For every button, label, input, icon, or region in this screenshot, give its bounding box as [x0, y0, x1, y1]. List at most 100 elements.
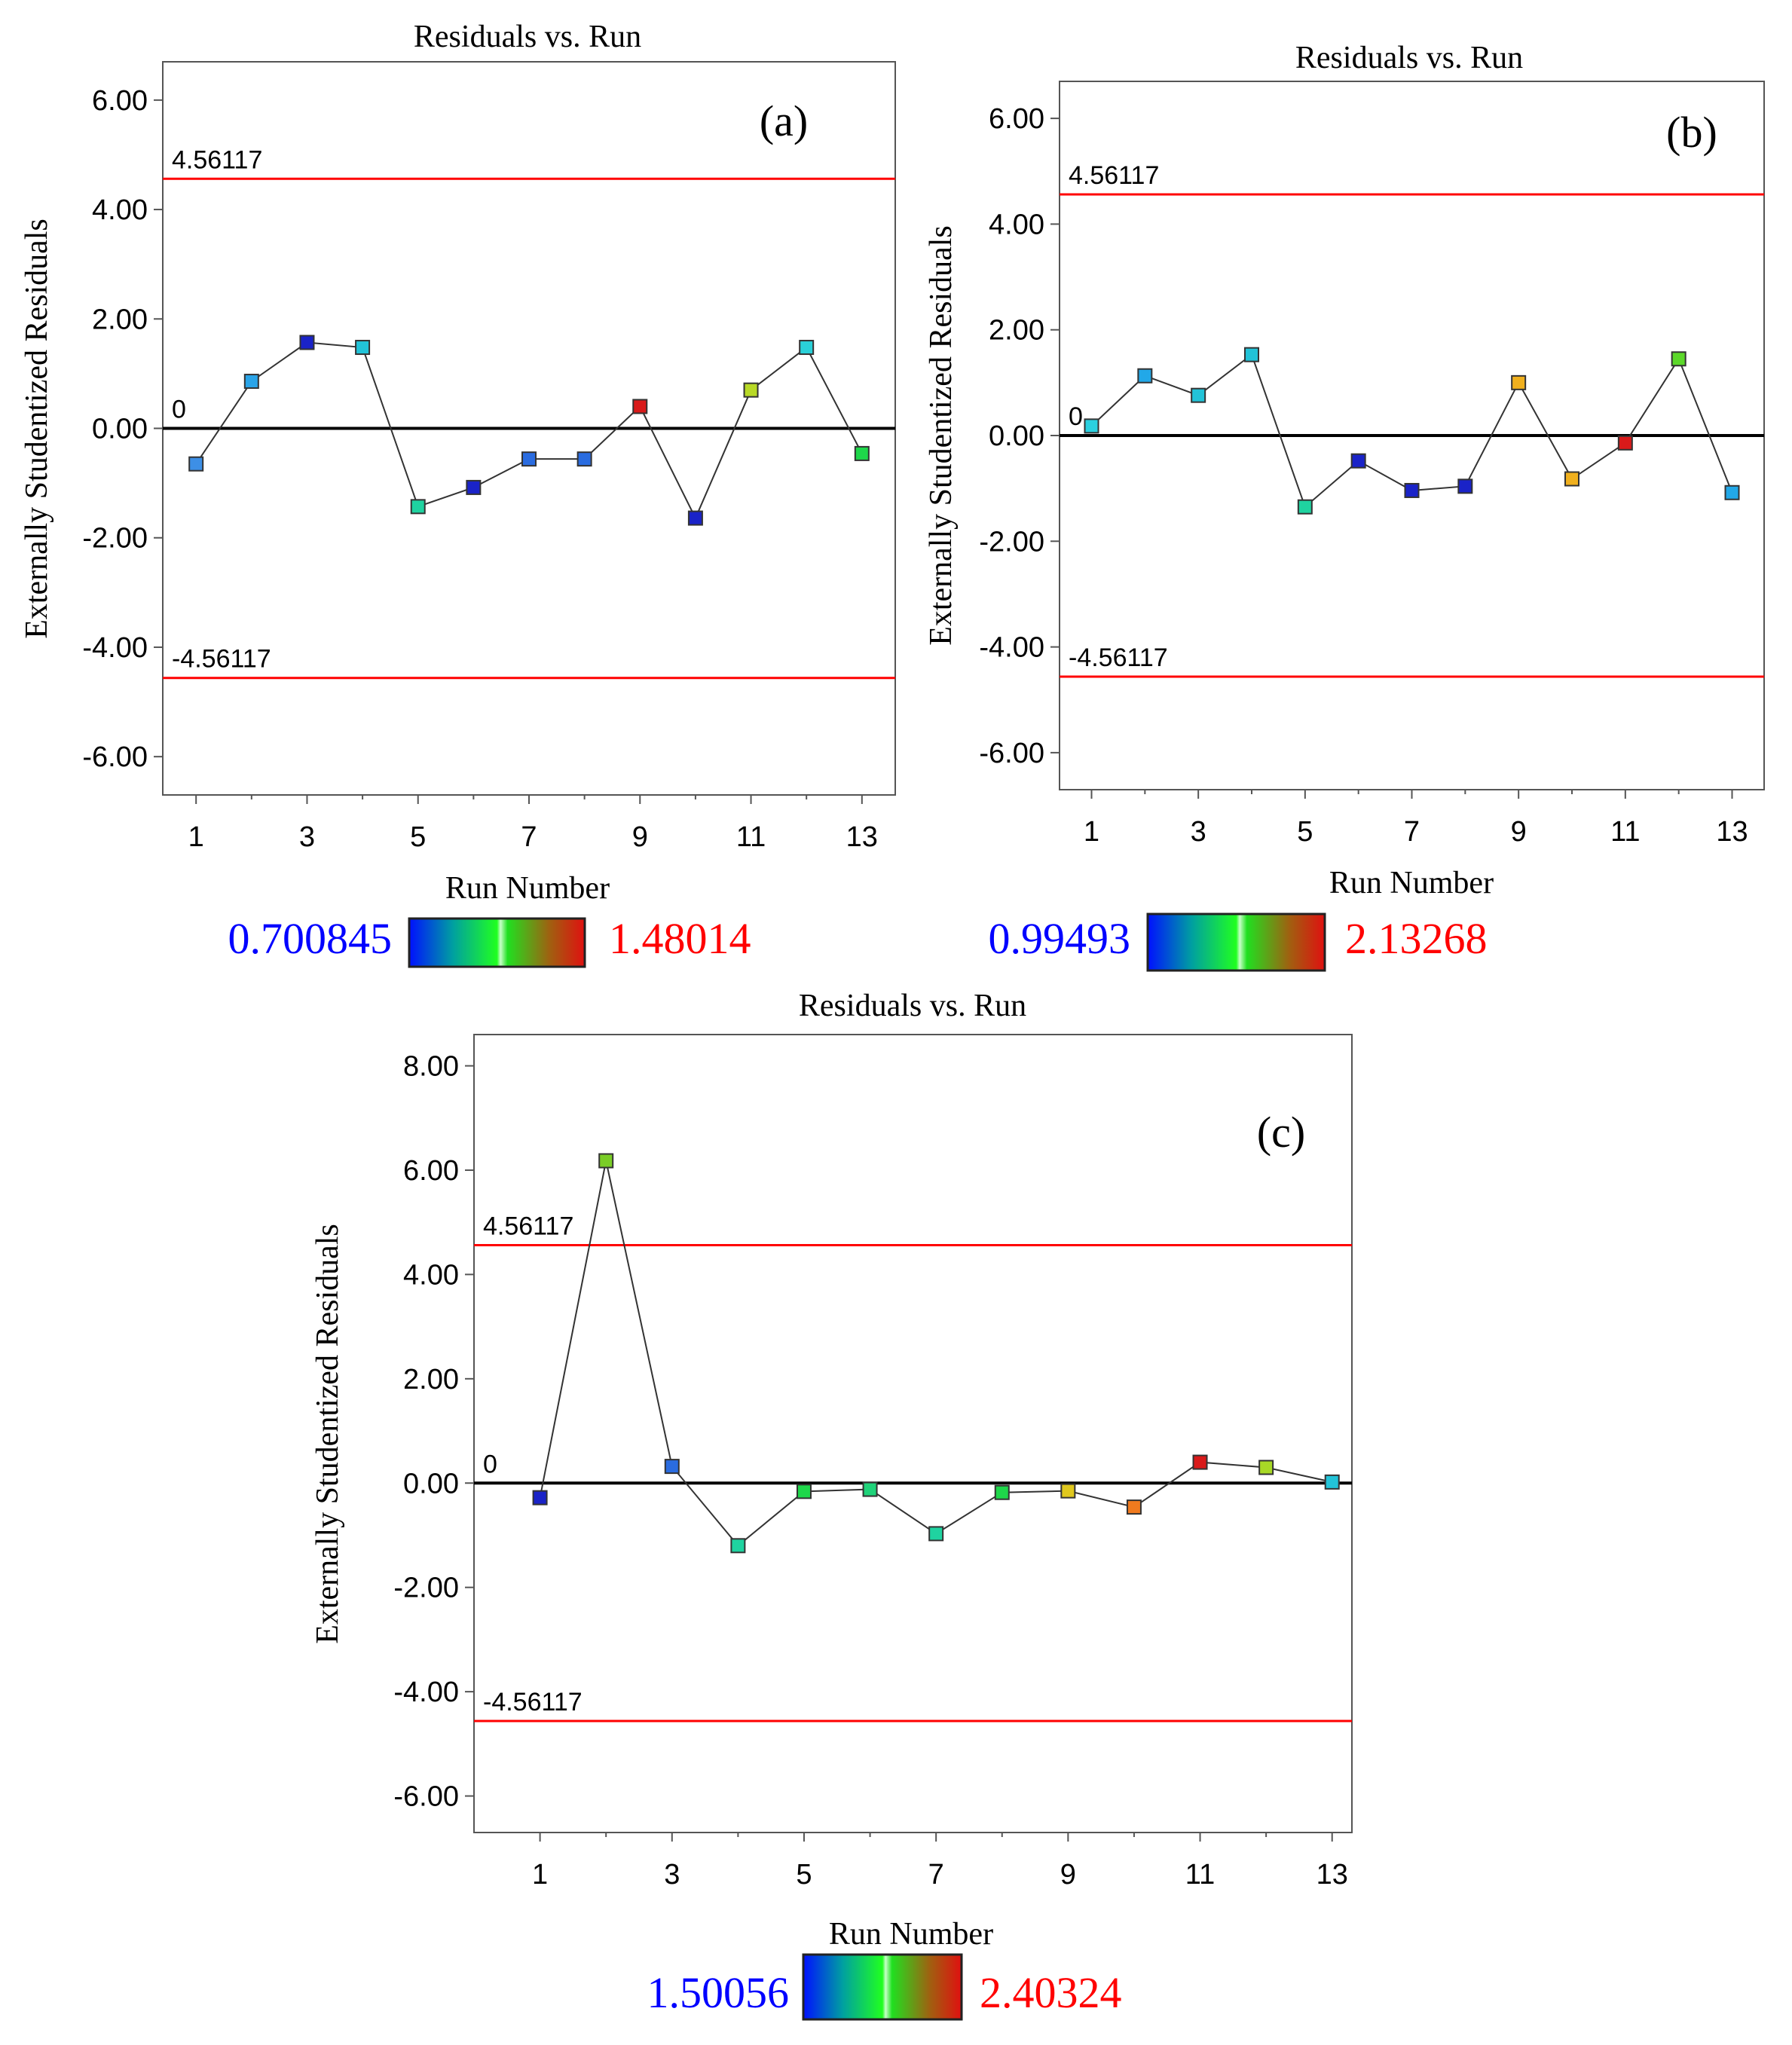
- lower-limit-label: -4.56117: [1069, 643, 1168, 672]
- x-tick-label: 5: [796, 1859, 812, 1891]
- x-tick-label: 11: [1185, 1859, 1215, 1891]
- x-axis-label: Run Number: [445, 871, 610, 906]
- lower-limit-label: -4.56117: [483, 1688, 583, 1716]
- data-point: [928, 1526, 944, 1542]
- data-point: [1511, 374, 1527, 390]
- x-tick-label: 1: [532, 1859, 548, 1891]
- data-point: [1297, 499, 1313, 515]
- colorbar-max-label: 2.13268: [1345, 914, 1488, 963]
- x-tick-label: 1: [188, 821, 204, 853]
- data-point: [1084, 418, 1099, 434]
- x-axis-label: Run Number: [1329, 866, 1494, 900]
- data-point: [355, 340, 371, 356]
- chart-title: Residuals vs. Run: [414, 20, 641, 54]
- data-point: [1617, 435, 1633, 451]
- data-point: [532, 1490, 548, 1505]
- data-point: [687, 510, 703, 526]
- y-tick-label: 4.00: [989, 209, 1044, 240]
- x-tick-label: 7: [521, 821, 537, 853]
- x-axis-label: Run Number: [829, 1917, 993, 1952]
- y-tick-label: 6.00: [403, 1155, 459, 1187]
- x-tick-label: 3: [299, 821, 315, 853]
- data-point: [1258, 1460, 1274, 1475]
- data-point: [1457, 478, 1473, 494]
- data-point: [743, 382, 759, 398]
- y-tick-label: 2.00: [92, 304, 148, 335]
- data-point: [632, 399, 648, 414]
- data-point: [1192, 1454, 1208, 1470]
- data-point: [1126, 1499, 1142, 1515]
- data-point: [796, 1484, 812, 1499]
- panel-label: (b): [1666, 108, 1717, 157]
- plot-frame: [473, 1034, 1353, 1833]
- y-tick-label: 6.00: [92, 85, 148, 117]
- chart-panel-a: Residuals vs. Run (a) 6.00 4.00 2.00 0.00 -2.0…: [20, 20, 896, 968]
- x-tick-label: 13: [1716, 816, 1748, 848]
- y-tick-label: 4.00: [92, 194, 148, 226]
- y-tick-label: 6.00: [989, 103, 1044, 135]
- data-point: [1244, 347, 1259, 362]
- y-axis-label: Externally Studentized Residuals: [924, 225, 959, 646]
- series-line: [195, 341, 863, 520]
- y-tick-label: 4.00: [403, 1259, 459, 1291]
- y-axis-label: Externally Studentized Residuals: [310, 1224, 345, 1644]
- data-point: [1350, 453, 1366, 469]
- y-tick-label: -4.00: [979, 632, 1044, 664]
- upper-limit-label: 4.56117: [1069, 161, 1159, 190]
- x-tick-label: 11: [736, 821, 766, 853]
- x-tick-label: 7: [928, 1859, 944, 1891]
- x-tick-label: 3: [1191, 816, 1206, 848]
- data-point: [862, 1481, 878, 1497]
- x-tick-label: 1: [1084, 816, 1099, 848]
- data-point: [799, 340, 815, 356]
- colorbar-min-label: 0.99493: [989, 914, 1131, 963]
- lower-limit-label: -4.56117: [172, 645, 271, 674]
- x-tick-label: 9: [632, 821, 648, 853]
- y-tick-label: 0.00: [403, 1468, 459, 1499]
- data-point: [1404, 482, 1420, 498]
- x-tick-label: 13: [1316, 1859, 1348, 1891]
- chart-title: Residuals vs. Run: [799, 989, 1026, 1023]
- colorbar-gradient: [802, 1953, 963, 2021]
- colorbar-min-label: 0.700845: [228, 914, 393, 963]
- x-tick-label: 7: [1404, 816, 1420, 848]
- colorbar-gradient: [1146, 912, 1326, 972]
- y-tick-label: 2.00: [989, 315, 1044, 347]
- data-point: [243, 374, 259, 390]
- y-tick-label: -6.00: [393, 1781, 459, 1813]
- x-tick-label: 13: [846, 821, 878, 853]
- y-tick-label: 8.00: [403, 1051, 459, 1083]
- data-point: [1137, 368, 1153, 384]
- colorbar-min-label: 1.50056: [647, 1968, 790, 2017]
- chart-title: Residuals vs. Run: [1295, 41, 1523, 75]
- upper-limit-label: 4.56117: [172, 145, 262, 174]
- y-tick-label: 2.00: [403, 1364, 459, 1395]
- data-point: [730, 1538, 746, 1554]
- y-tick-label: 0.00: [92, 414, 148, 445]
- data-point: [598, 1153, 614, 1169]
- upper-limit-label: 4.56117: [483, 1212, 573, 1241]
- data-point: [410, 499, 426, 515]
- data-point: [521, 451, 537, 467]
- panel-label: (a): [760, 96, 808, 145]
- colorbar-max-label: 1.48014: [609, 914, 751, 963]
- x-tick-label: 9: [1511, 816, 1527, 848]
- y-tick-label: -4.00: [82, 632, 148, 664]
- data-point: [299, 335, 315, 350]
- data-point: [1671, 351, 1686, 367]
- data-point: [576, 451, 592, 467]
- zero-reference-label: 0: [1069, 402, 1083, 431]
- series-line: [539, 1160, 1332, 1547]
- zero-reference-label: 0: [172, 396, 186, 424]
- data-point: [1564, 471, 1579, 487]
- data-point: [854, 445, 870, 461]
- chart-panel-b: Residuals vs. Run (b) 6.00 4.00 2.00 0.00 -2.0…: [924, 41, 1765, 972]
- y-axis-label: Externally Studentized Residuals: [20, 219, 54, 639]
- x-tick-label: 9: [1060, 1859, 1076, 1891]
- data-point: [1324, 1474, 1340, 1490]
- colorbar-max-label: 2.40324: [980, 1968, 1122, 2017]
- panel-label: (c): [1257, 1108, 1305, 1157]
- x-tick-label: 3: [664, 1859, 680, 1891]
- data-point: [1724, 485, 1740, 500]
- data-point: [664, 1459, 680, 1475]
